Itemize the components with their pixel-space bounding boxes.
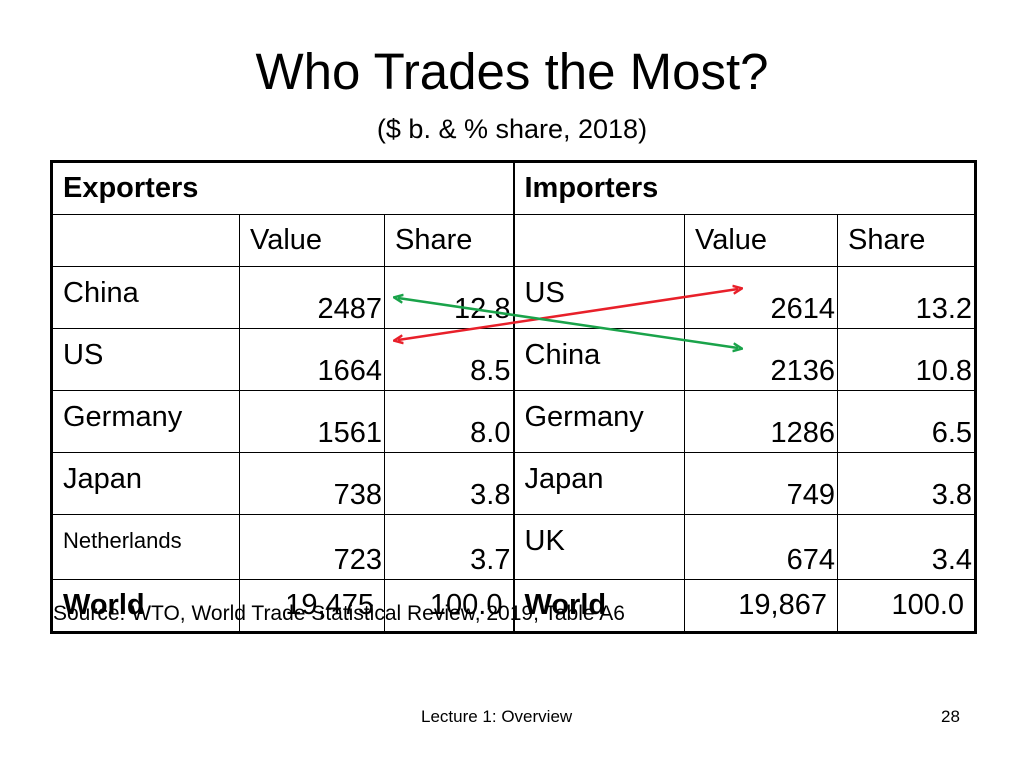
importer-value: 674 bbox=[684, 514, 838, 580]
table-header-row: Exporters Importers bbox=[51, 161, 977, 215]
importer-value: 2136 bbox=[684, 328, 838, 391]
exporters-world-share: 100.0 bbox=[384, 579, 515, 633]
exporter-name: Germany bbox=[51, 390, 240, 453]
exporter-share: 12.8 bbox=[384, 266, 515, 329]
importers-world-label: World bbox=[513, 579, 685, 633]
empty-cell bbox=[513, 214, 685, 267]
importer-name: China bbox=[513, 328, 685, 391]
importer-share: 3.4 bbox=[836, 514, 977, 580]
exporter-share: 3.7 bbox=[384, 514, 515, 580]
exporter-name: China bbox=[51, 266, 240, 329]
exporter-name: Netherlands bbox=[51, 514, 240, 580]
empty-cell bbox=[51, 214, 240, 267]
table-row: Germany 1561 8.0 Germany 1286 6.5 bbox=[51, 390, 977, 453]
exporter-share: 8.5 bbox=[384, 328, 515, 391]
importer-name: US bbox=[513, 266, 685, 329]
importer-share: 3.8 bbox=[836, 452, 977, 515]
importers-value-label: Value bbox=[684, 214, 838, 267]
table-row: China 2487 12.8 US 2614 13.2 bbox=[51, 266, 977, 329]
exporter-value: 1561 bbox=[239, 390, 385, 453]
exporters-world-label: World bbox=[51, 579, 240, 633]
importers-share-label: Share bbox=[836, 214, 977, 267]
importer-share: 10.8 bbox=[836, 328, 977, 391]
importer-name: Germany bbox=[513, 390, 685, 453]
trade-table: Exporters Importers Value Share Value Sh… bbox=[50, 160, 978, 634]
slide-title: Who Trades the Most? bbox=[255, 43, 769, 100]
page-number: 28 bbox=[941, 707, 960, 726]
importer-name: UK bbox=[513, 514, 685, 580]
importer-share: 13.2 bbox=[836, 266, 977, 329]
slide-subtitle: ($ b. & % share, 2018) bbox=[376, 114, 648, 144]
importers-world-value: 19,867 bbox=[684, 579, 838, 633]
column-label-row: Value Share Value Share bbox=[51, 214, 977, 267]
exporter-share: 3.8 bbox=[384, 452, 515, 515]
exporter-share: 8.0 bbox=[384, 390, 515, 453]
source-note: Source: WTO, World Trade Statistical Rev… bbox=[53, 602, 625, 625]
exporters-header: Exporters bbox=[51, 161, 515, 215]
exporter-value: 1664 bbox=[239, 328, 385, 391]
table-row: US 1664 8.5 China 2136 10.8 bbox=[51, 328, 977, 391]
importers-header: Importers bbox=[512, 161, 977, 215]
exporter-value: 738 bbox=[239, 452, 385, 515]
exporter-name: Japan bbox=[51, 452, 240, 515]
exporters-world-value: 19,475 bbox=[239, 579, 385, 633]
table-row: Netherlands 723 3.7 UK 674 3.4 bbox=[51, 514, 977, 580]
exporters-share-label: Share bbox=[384, 214, 515, 267]
exporter-name: US bbox=[51, 328, 240, 391]
importer-value: 2614 bbox=[684, 266, 838, 329]
importers-world-share: 100.0 bbox=[836, 579, 977, 633]
importer-value: 749 bbox=[684, 452, 838, 515]
world-row: World 19,475 100.0 World 19,867 100.0 bbox=[51, 579, 977, 633]
exporters-value-label: Value bbox=[239, 214, 385, 267]
importer-value: 1286 bbox=[684, 390, 838, 453]
importer-share: 6.5 bbox=[836, 390, 977, 453]
exporter-value: 2487 bbox=[239, 266, 385, 329]
table-row: Japan 738 3.8 Japan 749 3.8 bbox=[51, 452, 977, 515]
exporter-value: 723 bbox=[239, 514, 385, 580]
importer-name: Japan bbox=[513, 452, 685, 515]
footer-text: Lecture 1: Overview bbox=[421, 707, 573, 726]
